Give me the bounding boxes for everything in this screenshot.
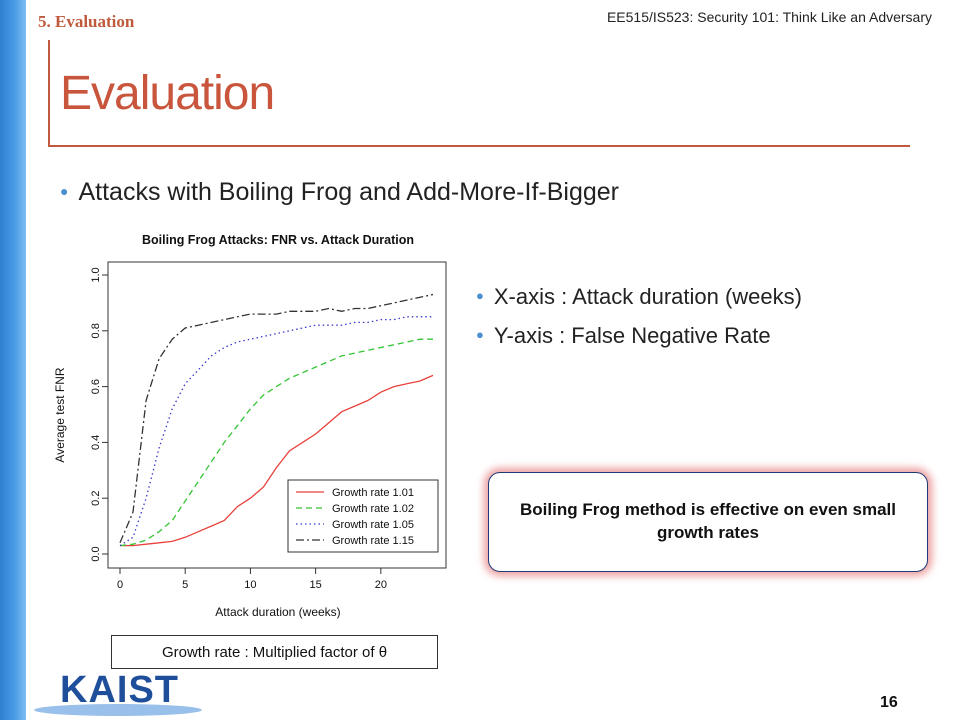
axis-note-y: ● Y-axis : False Negative Rate [476, 323, 802, 349]
main-bullet-text: Attacks with Boiling Frog and Add-More-I… [78, 178, 619, 206]
series-line-3 [119, 316, 433, 547]
y-tick-label: 0.0 [90, 546, 102, 561]
bullet-icon: ● [60, 183, 69, 199]
page-number: 16 [880, 694, 898, 711]
series-line-2 [119, 338, 433, 547]
course-title: EE515/IS523: Security 101: Think Like an… [606, 9, 932, 25]
series-line-4 [119, 293, 434, 544]
y-tick-label: 0.4 [90, 435, 102, 450]
series-line-1 [120, 374, 434, 547]
chart-title: Boiling Frog Attacks: FNR vs. Attack Dur… [142, 233, 414, 247]
sidebar-accent [0, 0, 26, 720]
bullet-icon: ● [476, 288, 484, 303]
y-axis-label: Average test FNR [53, 367, 67, 462]
x-tick-label: 10 [244, 579, 256, 591]
legend-label-3: Growth rate 1.05 [332, 519, 414, 531]
bullet-icon: ● [476, 327, 484, 342]
logo-text: KAIST [60, 669, 179, 711]
title-rule-horizontal [48, 145, 910, 147]
legend-label-1: Growth rate 1.01 [332, 487, 414, 499]
kaist-logo: KAIST [34, 669, 202, 716]
fnr-line-chart: Boiling Frog Attacks: FNR vs. Attack Dur… [53, 233, 447, 619]
callout-text: Boiling Frog method is effective on even… [520, 500, 896, 542]
axis-notes: ● X-axis : Attack duration (weeks) ● Y-axi… [476, 284, 802, 362]
plot-frame [107, 261, 447, 569]
logo-swoosh [34, 704, 202, 716]
x-axis-label: Attack duration (weeks) [215, 605, 340, 619]
y-tick-label: 0.8 [90, 323, 102, 338]
y-tick-label: 0.2 [90, 491, 102, 506]
legend-label-4: Growth rate 1.15 [332, 535, 414, 547]
growth-rate-note: Growth rate : Multiplied factor of θ [111, 635, 438, 669]
x-tick-label: 0 [117, 579, 123, 591]
x-tick-label: 20 [375, 579, 387, 591]
legend-label-2: Growth rate 1.02 [332, 503, 414, 515]
axis-note-y-text: Y-axis : False Negative Rate [493, 323, 771, 348]
x-tick-label: 15 [310, 579, 322, 591]
section-tag: 5. Evaluation [38, 12, 135, 31]
main-bullet: ● Attacks with Boiling Frog and Add-More-… [60, 178, 619, 207]
y-tick-label: 0.6 [90, 379, 102, 394]
y-tick-label: 1.0 [90, 267, 102, 282]
slide-title: Evaluation [60, 67, 275, 120]
title-rule-vertical [48, 40, 50, 146]
axis-note-x: ● X-axis : Attack duration (weeks) [476, 284, 802, 310]
axis-note-x-text: X-axis : Attack duration (weeks) [493, 284, 802, 309]
x-tick-label: 5 [182, 579, 188, 591]
conclusion-callout: Boiling Frog method is effective on even… [488, 472, 928, 572]
